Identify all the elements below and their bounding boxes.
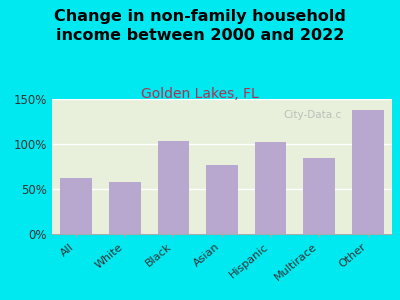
Text: City-Data.c: City-Data.c <box>283 110 342 120</box>
Text: Change in non-family household
income between 2000 and 2022: Change in non-family household income be… <box>54 9 346 43</box>
Bar <box>60 178 92 234</box>
Bar <box>206 165 238 234</box>
Bar <box>158 141 189 234</box>
Text: Golden Lakes, FL: Golden Lakes, FL <box>141 87 259 101</box>
Bar <box>255 142 286 234</box>
Bar <box>109 182 141 234</box>
Bar <box>303 158 335 234</box>
Bar <box>352 110 384 234</box>
